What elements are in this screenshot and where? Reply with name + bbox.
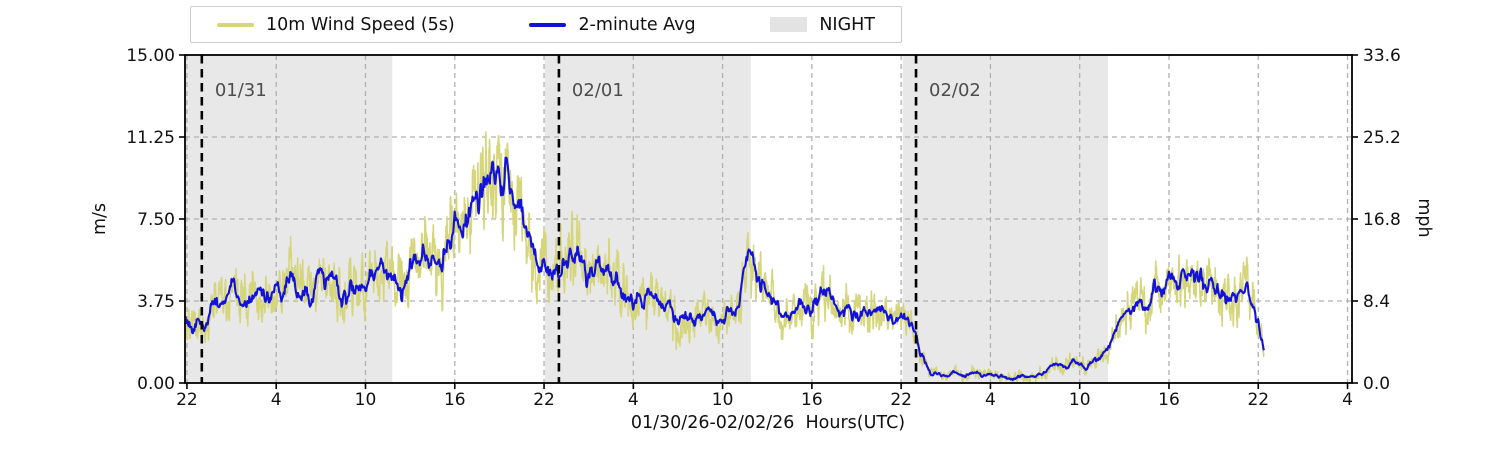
avg-series-line-icon: [529, 22, 567, 27]
y-tick-label-right: 0.0: [1363, 374, 1390, 394]
x-tick-label: 4: [628, 390, 639, 410]
day-label: 02/02: [929, 80, 981, 101]
legend-label-night: NIGHT: [819, 14, 875, 35]
x-tick-label: 22: [1247, 390, 1269, 410]
x-tick-label: 22: [533, 390, 555, 410]
y-axis-label-right: mph: [1414, 198, 1434, 238]
y-tick-label-left: 0.00: [137, 374, 175, 394]
x-tick-label: 4: [1342, 390, 1353, 410]
y-tick-label-right: 33.6: [1363, 46, 1401, 66]
x-tick-label: 10: [355, 390, 377, 410]
y-tick-label-left: 11.25: [126, 128, 175, 148]
x-tick-label: 16: [801, 390, 823, 410]
y-axis-label-left: m/s: [90, 202, 110, 236]
x-tick-label: 16: [1158, 390, 1180, 410]
day-label: 01/31: [215, 80, 267, 101]
x-tick-label: 10: [712, 390, 734, 410]
y-tick-label-right: 25.2: [1363, 128, 1401, 148]
legend-item-raw: 10m Wind Speed (5s): [217, 15, 455, 35]
x-tick-label: 10: [1069, 390, 1091, 410]
day-lines: 01/31 02/01 02/02: [200, 55, 981, 383]
x-tick-label: 4: [985, 390, 996, 410]
day-label: 02/01: [572, 80, 624, 101]
avg-series-path: [184, 156, 1265, 381]
y-tick-label-left: 7.50: [137, 210, 175, 230]
x-axis-label: 01/30/26-02/02/26 Hours(UTC): [630, 413, 906, 433]
ticks: 22 4 10 16 22 4 10 16 22 4 10 16 22 4 0.00 3.75 7.50 11.2…: [126, 46, 1401, 410]
legend-item-avg: 2-minute Avg: [529, 14, 696, 35]
legend: 10m Wind Speed (5s) 2-minute Avg NIGHT: [190, 6, 902, 43]
raw-series-line-icon: [217, 22, 254, 27]
y-tick-label-left: 15.00: [126, 46, 175, 66]
legend-item-night: NIGHT: [770, 15, 875, 35]
night-patch-icon: [770, 17, 808, 32]
y-tick-label-right: 8.4: [1363, 292, 1390, 312]
x-tick-label: 4: [271, 390, 282, 410]
y-tick-label-right: 16.8: [1363, 210, 1401, 230]
x-tick-label: 22: [890, 390, 912, 410]
x-tick-label: 22: [176, 390, 198, 410]
avg-series: [184, 156, 1265, 381]
legend-label-avg: 2-minute Avg: [578, 14, 696, 35]
legend-label-raw: 10m Wind Speed (5s): [266, 14, 455, 35]
y-tick-label-left: 3.75: [137, 292, 175, 312]
x-tick-label: 16: [444, 390, 466, 410]
